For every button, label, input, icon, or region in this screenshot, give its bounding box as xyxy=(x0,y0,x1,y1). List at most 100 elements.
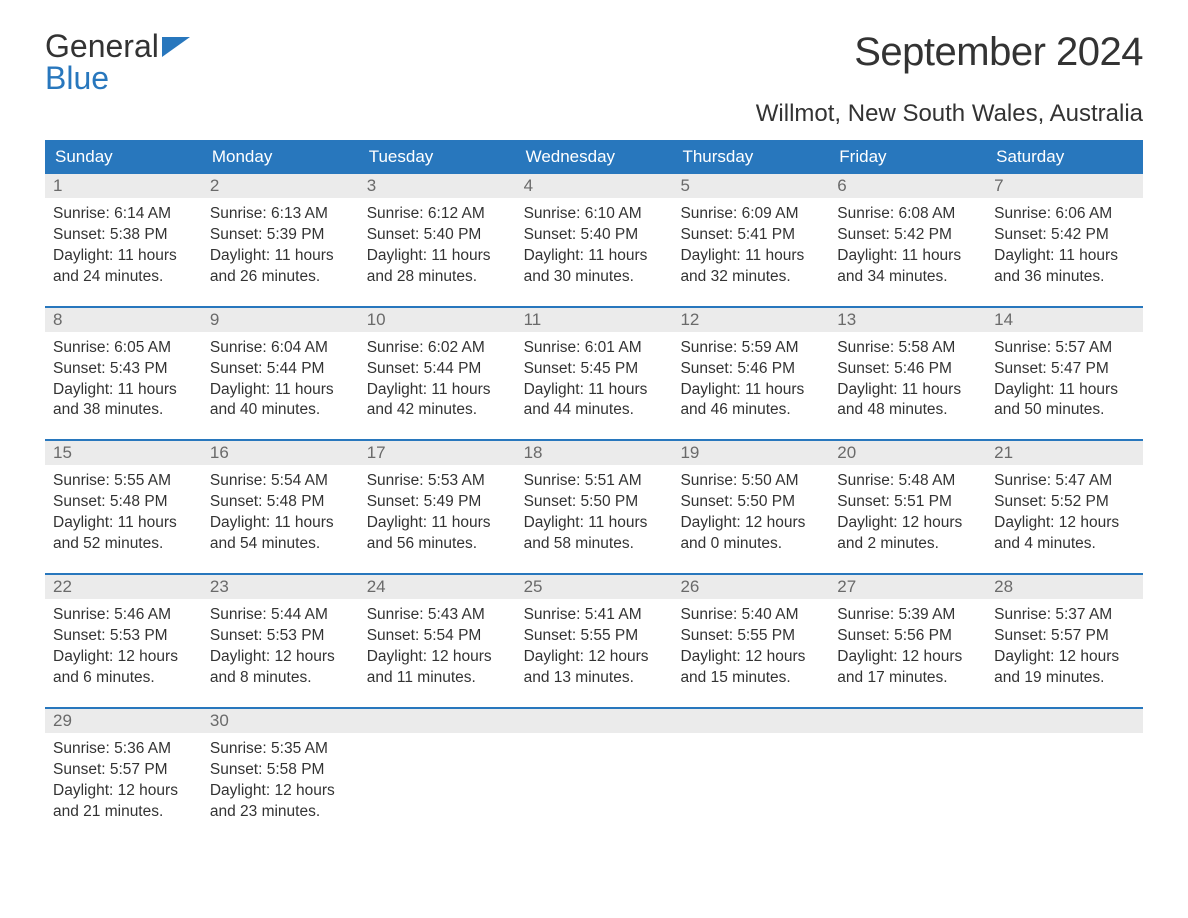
day-header-row: SundayMondayTuesdayWednesdayThursdayFrid… xyxy=(45,140,1143,174)
sunset-line: Sunset: 5:38 PM xyxy=(53,225,194,246)
sunrise-line: Sunrise: 6:01 AM xyxy=(524,338,665,359)
day-number: 16 xyxy=(202,441,359,465)
calendar-week: 22Sunrise: 5:46 AMSunset: 5:53 PMDayligh… xyxy=(45,573,1143,693)
day-cell: 26Sunrise: 5:40 AMSunset: 5:55 PMDayligh… xyxy=(672,575,829,693)
daylight-line: Daylight: 11 hours and 24 minutes. xyxy=(53,246,194,288)
sunset-line: Sunset: 5:46 PM xyxy=(680,359,821,380)
day-content: Sunrise: 6:02 AMSunset: 5:44 PMDaylight:… xyxy=(359,332,516,426)
day-cell: 30Sunrise: 5:35 AMSunset: 5:58 PMDayligh… xyxy=(202,709,359,827)
day-cell: 1 Sunrise: 6:14 AMSunset: 5:38 PMDaylight… xyxy=(45,174,202,292)
sunset-line: Sunset: 5:50 PM xyxy=(524,492,665,513)
sunrise-line: Sunrise: 5:57 AM xyxy=(994,338,1135,359)
day-header: Friday xyxy=(829,140,986,174)
sunrise-line: Sunrise: 6:10 AM xyxy=(524,204,665,225)
sunrise-line: Sunrise: 6:09 AM xyxy=(680,204,821,225)
daylight-line: Daylight: 12 hours and 15 minutes. xyxy=(680,647,821,689)
sunset-line: Sunset: 5:42 PM xyxy=(837,225,978,246)
daylight-line: Daylight: 12 hours and 23 minutes. xyxy=(210,781,351,823)
sunrise-line: Sunrise: 5:35 AM xyxy=(210,739,351,760)
daylight-line: Daylight: 12 hours and 2 minutes. xyxy=(837,513,978,555)
day-number: 24 xyxy=(359,575,516,599)
calendar: SundayMondayTuesdayWednesdayThursdayFrid… xyxy=(45,140,1143,826)
daylight-line: Daylight: 11 hours and 26 minutes. xyxy=(210,246,351,288)
calendar-week: 29Sunrise: 5:36 AMSunset: 5:57 PMDayligh… xyxy=(45,707,1143,827)
day-cell xyxy=(672,709,829,827)
daylight-line: Daylight: 11 hours and 38 minutes. xyxy=(53,380,194,422)
sunrise-line: Sunrise: 5:44 AM xyxy=(210,605,351,626)
day-cell: 11Sunrise: 6:01 AMSunset: 5:45 PMDayligh… xyxy=(516,308,673,426)
day-content: Sunrise: 6:05 AMSunset: 5:43 PMDaylight:… xyxy=(45,332,202,426)
day-content: Sunrise: 6:09 AMSunset: 5:41 PMDaylight:… xyxy=(672,198,829,292)
day-content: Sunrise: 5:58 AMSunset: 5:46 PMDaylight:… xyxy=(829,332,986,426)
calendar-week: 1Sunrise: 6:14 AMSunset: 5:38 PMDaylight… xyxy=(45,174,1143,292)
sunset-line: Sunset: 5:54 PM xyxy=(367,626,508,647)
day-cell: 23Sunrise: 5:44 AMSunset: 5:53 PMDayligh… xyxy=(202,575,359,693)
day-cell: 22Sunrise: 5:46 AMSunset: 5:53 PMDayligh… xyxy=(45,575,202,693)
day-content: Sunrise: 5:39 AMSunset: 5:56 PMDaylight:… xyxy=(829,599,986,693)
sunrise-line: Sunrise: 5:48 AM xyxy=(837,471,978,492)
sunrise-line: Sunrise: 5:47 AM xyxy=(994,471,1135,492)
day-number: 21 xyxy=(986,441,1143,465)
day-content: Sunrise: 6:06 AMSunset: 5:42 PMDaylight:… xyxy=(986,198,1143,292)
day-number: 19 xyxy=(672,441,829,465)
day-cell: 18Sunrise: 5:51 AMSunset: 5:50 PMDayligh… xyxy=(516,441,673,559)
daylight-line: Daylight: 12 hours and 19 minutes. xyxy=(994,647,1135,689)
sunrise-line: Sunrise: 6:12 AM xyxy=(367,204,508,225)
day-cell: 24Sunrise: 5:43 AMSunset: 5:54 PMDayligh… xyxy=(359,575,516,693)
day-cell: 7Sunrise: 6:06 AMSunset: 5:42 PMDaylight… xyxy=(986,174,1143,292)
day-number: 26 xyxy=(672,575,829,599)
day-number xyxy=(516,709,673,733)
day-content: Sunrise: 5:48 AMSunset: 5:51 PMDaylight:… xyxy=(829,465,986,559)
day-number: 12 xyxy=(672,308,829,332)
daylight-line: Daylight: 12 hours and 11 minutes. xyxy=(367,647,508,689)
day-number: 27 xyxy=(829,575,986,599)
day-content: Sunrise: 5:50 AMSunset: 5:50 PMDaylight:… xyxy=(672,465,829,559)
day-cell xyxy=(829,709,986,827)
daylight-line: Daylight: 11 hours and 52 minutes. xyxy=(53,513,194,555)
sunset-line: Sunset: 5:48 PM xyxy=(53,492,194,513)
sunset-line: Sunset: 5:57 PM xyxy=(53,760,194,781)
day-content: Sunrise: 6:12 AMSunset: 5:40 PMDaylight:… xyxy=(359,198,516,292)
day-cell: 28Sunrise: 5:37 AMSunset: 5:57 PMDayligh… xyxy=(986,575,1143,693)
day-number: 1 xyxy=(45,174,202,198)
day-cell: 14Sunrise: 5:57 AMSunset: 5:47 PMDayligh… xyxy=(986,308,1143,426)
sunrise-line: Sunrise: 5:39 AM xyxy=(837,605,978,626)
day-content: Sunrise: 5:57 AMSunset: 5:47 PMDaylight:… xyxy=(986,332,1143,426)
daylight-line: Daylight: 11 hours and 58 minutes. xyxy=(524,513,665,555)
day-cell: 2Sunrise: 6:13 AMSunset: 5:39 PMDaylight… xyxy=(202,174,359,292)
day-number: 13 xyxy=(829,308,986,332)
day-content: Sunrise: 5:53 AMSunset: 5:49 PMDaylight:… xyxy=(359,465,516,559)
daylight-line: Daylight: 12 hours and 4 minutes. xyxy=(994,513,1135,555)
day-content: Sunrise: 5:55 AMSunset: 5:48 PMDaylight:… xyxy=(45,465,202,559)
sunrise-line: Sunrise: 6:02 AM xyxy=(367,338,508,359)
day-cell: 12Sunrise: 5:59 AMSunset: 5:46 PMDayligh… xyxy=(672,308,829,426)
day-cell: 13Sunrise: 5:58 AMSunset: 5:46 PMDayligh… xyxy=(829,308,986,426)
day-cell: 3Sunrise: 6:12 AMSunset: 5:40 PMDaylight… xyxy=(359,174,516,292)
sunset-line: Sunset: 5:48 PM xyxy=(210,492,351,513)
sunrise-line: Sunrise: 6:14 AM xyxy=(53,204,194,225)
header: General Blue September 2024 xyxy=(45,30,1143,94)
day-content: Sunrise: 6:08 AMSunset: 5:42 PMDaylight:… xyxy=(829,198,986,292)
daylight-line: Daylight: 11 hours and 46 minutes. xyxy=(680,380,821,422)
sunset-line: Sunset: 5:53 PM xyxy=(53,626,194,647)
sunrise-line: Sunrise: 5:58 AM xyxy=(837,338,978,359)
day-content: Sunrise: 5:41 AMSunset: 5:55 PMDaylight:… xyxy=(516,599,673,693)
daylight-line: Daylight: 11 hours and 40 minutes. xyxy=(210,380,351,422)
sunset-line: Sunset: 5:44 PM xyxy=(210,359,351,380)
daylight-line: Daylight: 11 hours and 44 minutes. xyxy=(524,380,665,422)
sunset-line: Sunset: 5:40 PM xyxy=(524,225,665,246)
daylight-line: Daylight: 11 hours and 48 minutes. xyxy=(837,380,978,422)
day-number: 5 xyxy=(672,174,829,198)
sunrise-line: Sunrise: 5:36 AM xyxy=(53,739,194,760)
daylight-line: Daylight: 12 hours and 8 minutes. xyxy=(210,647,351,689)
sunrise-line: Sunrise: 5:40 AM xyxy=(680,605,821,626)
day-number: 18 xyxy=(516,441,673,465)
sunrise-line: Sunrise: 5:55 AM xyxy=(53,471,194,492)
day-content: Sunrise: 5:43 AMSunset: 5:54 PMDaylight:… xyxy=(359,599,516,693)
day-content: Sunrise: 6:13 AMSunset: 5:39 PMDaylight:… xyxy=(202,198,359,292)
day-number: 22 xyxy=(45,575,202,599)
day-number: 14 xyxy=(986,308,1143,332)
day-content: Sunrise: 5:44 AMSunset: 5:53 PMDaylight:… xyxy=(202,599,359,693)
day-cell: 5Sunrise: 6:09 AMSunset: 5:41 PMDaylight… xyxy=(672,174,829,292)
day-content: Sunrise: 5:54 AMSunset: 5:48 PMDaylight:… xyxy=(202,465,359,559)
